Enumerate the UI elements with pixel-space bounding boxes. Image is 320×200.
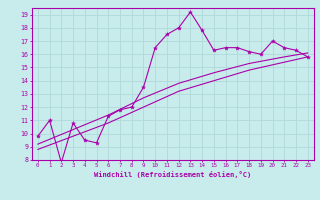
X-axis label: Windchill (Refroidissement éolien,°C): Windchill (Refroidissement éolien,°C) [94, 171, 252, 178]
